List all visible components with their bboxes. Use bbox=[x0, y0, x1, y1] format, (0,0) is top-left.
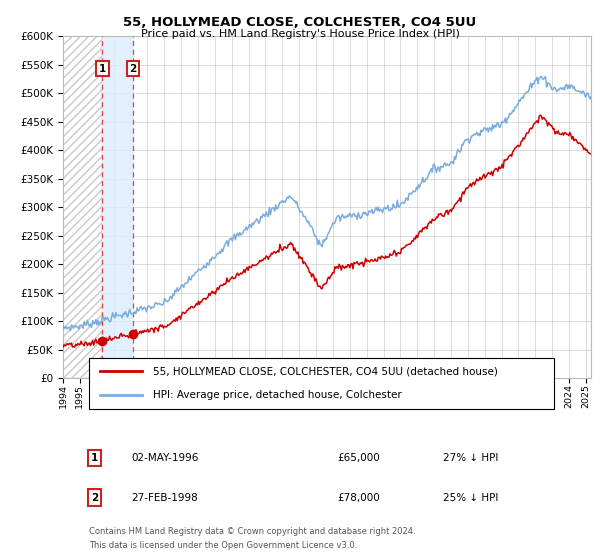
Text: Price paid vs. HM Land Registry's House Price Index (HPI): Price paid vs. HM Land Registry's House … bbox=[140, 29, 460, 39]
Text: £78,000: £78,000 bbox=[338, 493, 380, 502]
Text: HPI: Average price, detached house, Colchester: HPI: Average price, detached house, Colc… bbox=[153, 390, 401, 400]
Bar bbox=[63, 36, 103, 378]
Text: 25% ↓ HPI: 25% ↓ HPI bbox=[443, 493, 499, 502]
Bar bbox=[63, 36, 103, 378]
Bar bbox=[103, 36, 133, 378]
Text: 1: 1 bbox=[91, 453, 98, 463]
Text: 55, HOLLYMEAD CLOSE, COLCHESTER, CO4 5UU: 55, HOLLYMEAD CLOSE, COLCHESTER, CO4 5UU bbox=[124, 16, 476, 29]
Text: 27-FEB-1998: 27-FEB-1998 bbox=[131, 493, 199, 502]
Text: 55, HOLLYMEAD CLOSE, COLCHESTER, CO4 5UU (detached house): 55, HOLLYMEAD CLOSE, COLCHESTER, CO4 5UU… bbox=[153, 366, 497, 376]
Text: 2: 2 bbox=[130, 64, 137, 74]
Text: Contains HM Land Registry data © Crown copyright and database right 2024.: Contains HM Land Registry data © Crown c… bbox=[89, 527, 416, 536]
FancyBboxPatch shape bbox=[89, 357, 554, 409]
Text: 2: 2 bbox=[91, 493, 98, 502]
Text: £65,000: £65,000 bbox=[338, 453, 380, 463]
Text: 27% ↓ HPI: 27% ↓ HPI bbox=[443, 453, 499, 463]
Text: This data is licensed under the Open Government Licence v3.0.: This data is licensed under the Open Gov… bbox=[89, 541, 358, 550]
Text: 1: 1 bbox=[99, 64, 106, 74]
Text: 02-MAY-1996: 02-MAY-1996 bbox=[131, 453, 199, 463]
